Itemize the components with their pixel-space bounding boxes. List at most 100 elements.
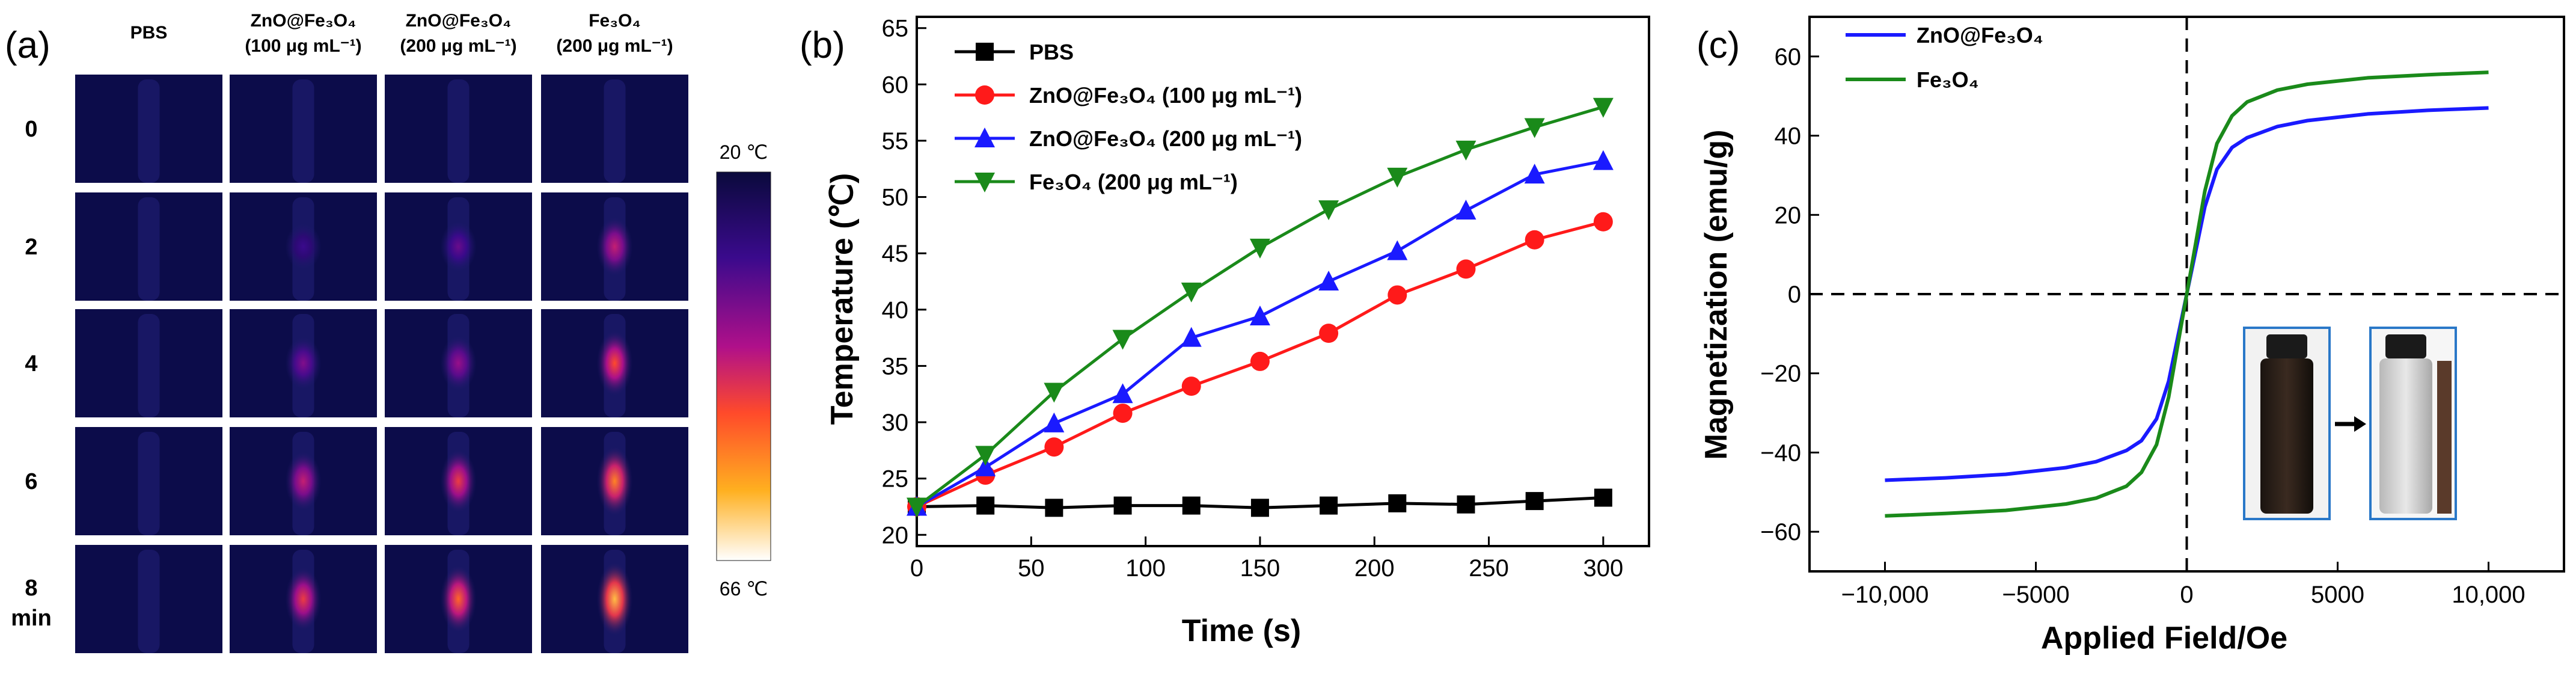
data-point [1044,437,1064,457]
data-point [1594,488,1612,507]
x-tick-label: 50 [1018,555,1045,582]
data-point [907,497,927,518]
arrow-head-icon [2354,416,2366,432]
data-point [1593,212,1613,232]
vial-photo-inset [2243,327,2457,520]
column-header-title: PBS [130,23,168,43]
column-header-concentration: (200 μg mL⁻¹) [556,36,673,56]
y-tick-label: 55 [882,128,909,155]
tube-outline [292,79,314,183]
data-point [1320,496,1338,515]
y-tick-label: 45 [882,241,909,267]
legend-label: PBS [1029,40,1074,64]
x-tick-label: 200 [1354,555,1395,582]
data-point [1249,306,1270,326]
panel-b-series [907,97,1614,518]
legend-marker [976,43,994,61]
panel-b-label: (b) [800,25,845,66]
panel-c-axes: −10,000 −5000 0 5000 10,000 −60 −40 −20 0 20 40 60 [1760,16,2565,608]
legend-label: ZnO@Fe₃O₄ [1917,23,2043,48]
tube-outline [138,314,160,417]
panel-b-xlabel: Time (s) [1182,613,1301,648]
data-point [1318,200,1339,221]
x-tick-label: 5000 [2311,582,2364,608]
legend-label: Fe₃O₄ (200 μg mL⁻¹) [1029,170,1238,194]
data-point [1387,167,1408,188]
tube-outline [138,79,160,183]
data-point [1387,240,1408,260]
legend-marker [974,173,995,192]
thermal-hotspot [596,330,633,396]
thermal-hotspot [285,223,322,270]
magnetization-curve-1 [1885,70,2489,518]
colorbar-min-label: 66 ℃ [720,578,768,600]
panel-c-series [1885,70,2489,518]
legend-marker [975,85,994,105]
thermal-image-grid [75,75,688,653]
data-point [1044,383,1065,403]
tube-outline [138,550,160,653]
thermal-hotspot [596,217,633,277]
y-tick-label: −40 [1760,440,1801,466]
x-tick-label: 300 [1583,555,1624,582]
y-tick-label: 25 [882,466,909,493]
data-point [1525,230,1544,250]
thermal-hotspot [440,565,477,633]
thermal-hotspot [285,451,322,511]
x-tick-label: 100 [1125,555,1166,582]
data-point [1318,271,1339,290]
y-tick-label: 30 [882,410,909,436]
legend-label: ZnO@Fe₃O₄ (200 μg mL⁻¹) [1029,126,1302,151]
tube-outline [138,432,160,535]
thermal-hotspot [440,449,477,513]
y-tick-label: 20 [1775,202,1802,229]
data-point [1113,496,1132,515]
data-point [976,496,995,515]
y-tick-label: 40 [882,297,909,324]
row-labels: 0 2 4 6 8 min [11,117,52,631]
row-label-time: 8 [25,576,37,601]
panel-b-legend: PBS ZnO@Fe₃O₄ (100 μg mL⁻¹) ZnO@Fe₃O₄ (200… [955,40,1302,194]
panel-b-ylabel: Temperature (℃) [825,173,860,425]
y-tick-label: 0 [1788,281,1801,308]
column-header-concentration: (100 μg mL⁻¹) [245,36,361,56]
row-label-time: 0 [25,117,37,142]
x-tick-label: 150 [1240,555,1280,582]
data-point [1250,351,1270,371]
data-point [1045,499,1063,517]
data-point [1388,494,1407,512]
y-tick-label: −20 [1760,361,1801,387]
x-tick-label: 250 [1469,555,1509,582]
panel-a-label: (a) [5,25,50,66]
x-tick-label: −5000 [2002,582,2069,608]
data-point [1592,97,1614,118]
y-tick-label: 65 [882,16,909,42]
data-point [1525,492,1544,511]
thermal-hotspot [440,221,477,272]
tube-outline [138,197,160,301]
row-label-time: 4 [25,351,37,376]
data-point [1524,164,1545,184]
y-tick-label: 35 [882,353,909,380]
thermal-hotspot [285,337,322,390]
column-header-title: ZnO@Fe₃O₄ [251,11,356,31]
panel-c-legend: ZnO@Fe₃O₄ Fe₃O₄ [1846,23,2043,92]
colorbar-max-label: 20 ℃ [720,141,768,163]
column-header-title: Fe₃O₄ [589,11,641,31]
x-tick-label: −10,000 [1841,582,1929,608]
y-tick-label: 40 [1775,123,1802,150]
column-header-concentration: (200 μg mL⁻¹) [400,36,516,56]
data-point [1592,150,1614,170]
data-point [1455,200,1476,220]
panel-a: (a) PBS ZnO@Fe₃O₄ (100 μg mL⁻¹) ZnO@Fe₃O₄ (2… [5,11,771,653]
x-tick-label: 0 [2180,582,2193,608]
x-tick-label: 0 [910,555,923,582]
y-tick-label: 60 [1775,44,1802,70]
data-point [975,456,996,476]
tube-outline [447,79,470,183]
panel-b-axes: 0 50 100 150 200 250 300 20 25 30 35 40 45 50 55 60 65 [882,16,1650,582]
y-tick-label: −60 [1760,519,1801,545]
data-point [1112,383,1133,404]
legend-label: Fe₃O₄ [1917,67,1979,92]
